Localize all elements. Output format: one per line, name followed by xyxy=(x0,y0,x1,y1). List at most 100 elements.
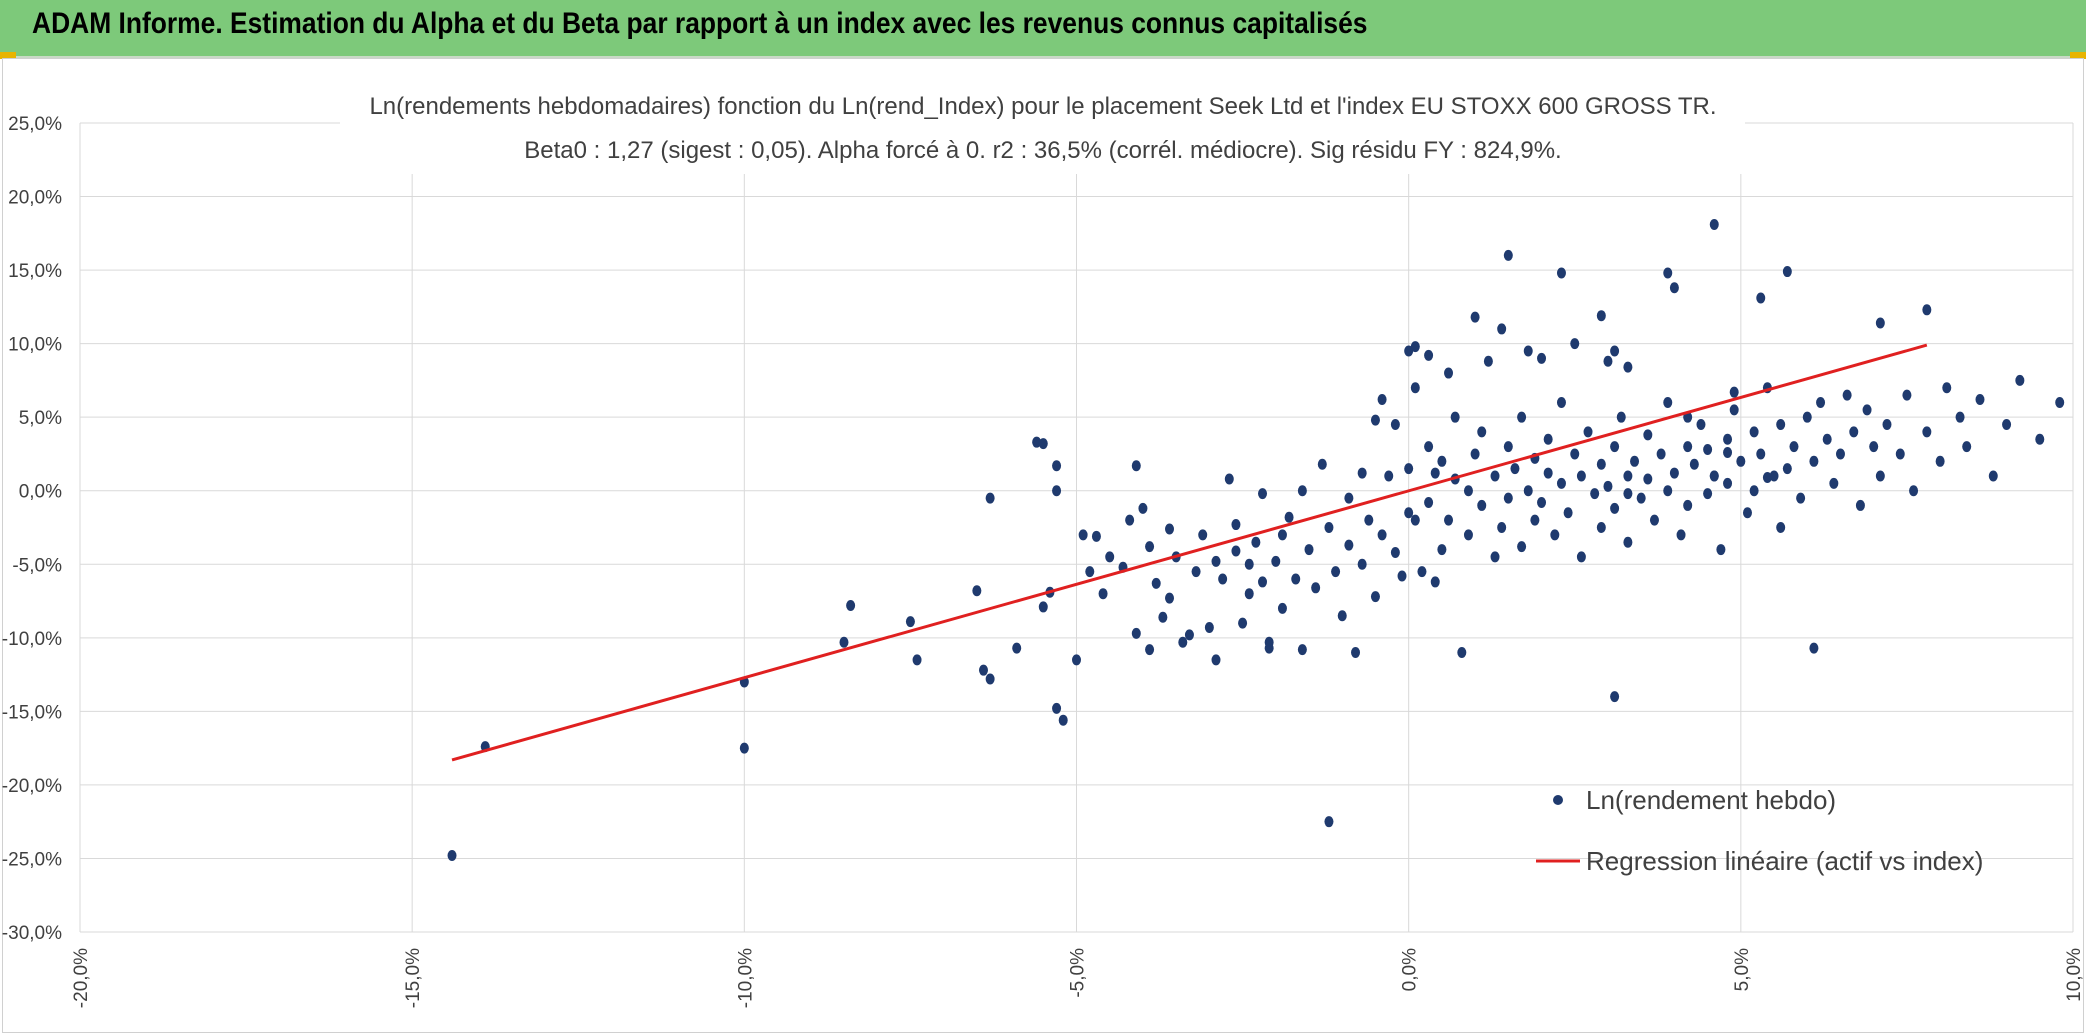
scatter-point xyxy=(1696,419,1706,431)
scatter-point xyxy=(739,742,749,754)
legend: Ln(rendement hebdo) Regression linéaire … xyxy=(1536,785,1983,876)
scatter-point xyxy=(1603,355,1613,367)
scatter-point xyxy=(1490,551,1500,563)
scatter-point xyxy=(1052,460,1062,472)
x-axis-ticks: -20,0% -15,0% -10,0% -5,0% 0,0% 5,0% 10,0% xyxy=(71,948,2085,1008)
scatter-point xyxy=(1849,426,1859,438)
scatter-point xyxy=(1444,367,1454,379)
scatter-point xyxy=(1131,460,1141,472)
scatter-point xyxy=(1610,441,1620,453)
scatter-point xyxy=(1483,355,1493,367)
y-tick-label: -30,0% xyxy=(2,923,62,944)
scatter-point xyxy=(1324,816,1334,828)
scatter-point xyxy=(1829,477,1839,489)
scatter-point xyxy=(1716,544,1726,556)
scatter-point xyxy=(1344,539,1354,551)
scatter-point xyxy=(1603,480,1613,492)
corner-marker xyxy=(2070,52,2086,59)
regression-line-path xyxy=(451,343,1928,762)
scatter-point xyxy=(1364,514,1374,526)
scatter-point xyxy=(1537,352,1547,364)
x-tick-label: 0,0% xyxy=(1400,948,1421,991)
scatter-point xyxy=(1410,382,1420,394)
scatter-point xyxy=(1623,536,1633,548)
scatter-point xyxy=(1244,558,1254,570)
scatter-point xyxy=(1643,429,1653,441)
scatter-point xyxy=(1649,514,1659,526)
scatter-point xyxy=(1556,477,1566,489)
scatter-point xyxy=(1902,389,1912,401)
scatter-point xyxy=(1397,570,1407,582)
scatter-point xyxy=(1576,470,1586,482)
scatter-point xyxy=(1344,492,1354,504)
scatter-point xyxy=(447,850,457,862)
scatter-point xyxy=(1052,485,1062,497)
scatter-point xyxy=(2055,396,2065,408)
scatter-point xyxy=(985,492,995,504)
scatter-point xyxy=(1258,488,1268,500)
scatter-point xyxy=(1556,267,1566,279)
scatter-point xyxy=(1590,488,1600,500)
scatter-point xyxy=(1370,414,1380,426)
scatter-point xyxy=(1530,514,1540,526)
scatter-point xyxy=(1417,566,1427,578)
scatter-point xyxy=(1503,249,1513,261)
scatter-point xyxy=(1072,654,1081,666)
scatter-point xyxy=(1669,467,1679,479)
scatter-point xyxy=(1424,496,1434,508)
scatter-point xyxy=(1105,551,1115,563)
scatter-point xyxy=(1503,441,1513,453)
scatter-point xyxy=(846,599,856,611)
scatter-point xyxy=(1277,602,1287,614)
scatter-point xyxy=(1643,473,1653,485)
scatter-point xyxy=(1211,555,1221,567)
scatter-points xyxy=(447,218,2065,862)
scatter-point xyxy=(2015,374,2025,386)
scatter-point xyxy=(1211,654,1221,666)
scatter-point xyxy=(1390,547,1400,559)
scatter-point xyxy=(1311,582,1321,594)
scatter-point xyxy=(1477,499,1487,511)
scatter-point xyxy=(1616,411,1626,423)
scatter-point xyxy=(1032,436,1042,448)
scatter-point xyxy=(1596,310,1606,322)
scatter-point xyxy=(1178,636,1188,648)
scatter-point xyxy=(1510,463,1520,475)
scatter-point xyxy=(1809,642,1819,654)
scatter-point xyxy=(1444,514,1454,526)
y-tick-label: -10,0% xyxy=(2,629,62,650)
scatter-point xyxy=(1816,396,1826,408)
y-tick-label: 0,0% xyxy=(19,482,62,503)
scatter-point xyxy=(1962,441,1972,453)
scatter-point xyxy=(1404,345,1414,357)
scatter-point xyxy=(1802,411,1812,423)
scatter-point xyxy=(1297,644,1307,656)
scatter-point xyxy=(1942,382,1952,394)
scatter-point xyxy=(1470,448,1480,460)
scatter-point xyxy=(1264,642,1274,654)
scatter-point xyxy=(1165,592,1175,604)
scatter-point xyxy=(1636,492,1646,504)
scatter-point xyxy=(1537,496,1547,508)
scatter-point xyxy=(1835,448,1845,460)
scatter-point xyxy=(1689,458,1699,470)
scatter-point xyxy=(1490,470,1500,482)
scatter-point xyxy=(1762,471,1772,483)
scatter-point xyxy=(1370,591,1380,603)
scatter-point xyxy=(1610,345,1620,357)
scatter-point xyxy=(1357,467,1367,479)
scatter-point xyxy=(1058,714,1068,726)
scatter-point xyxy=(1151,577,1161,589)
scatter-point xyxy=(2035,433,2045,445)
scatter-point xyxy=(1291,573,1301,585)
scatter-point xyxy=(1556,396,1566,408)
scatter-point xyxy=(1909,485,1919,497)
scatter-point xyxy=(1583,426,1593,438)
scatter-point xyxy=(1550,529,1560,541)
scatter-point xyxy=(1324,522,1334,533)
scatter-point xyxy=(1125,514,1135,526)
scatter-point xyxy=(1676,529,1686,541)
scatter-point xyxy=(1430,467,1440,479)
scatter-point xyxy=(1158,611,1168,623)
